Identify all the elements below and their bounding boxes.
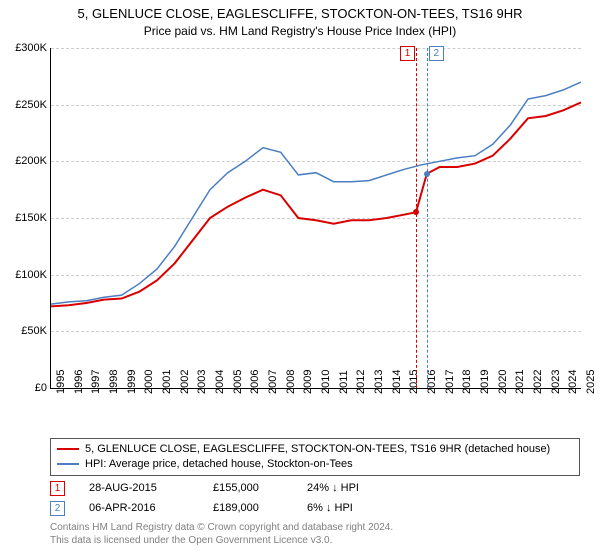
marker-point (424, 171, 430, 177)
x-axis-label: 2010 (320, 370, 332, 394)
x-axis-label: 2004 (214, 370, 226, 394)
series-hpi (51, 82, 581, 304)
event-badge: 1 (50, 481, 65, 496)
x-axis-label: 2000 (143, 370, 155, 394)
legend-item: HPI: Average price, detached house, Stoc… (57, 457, 573, 472)
x-axis-label: 2013 (373, 370, 385, 394)
x-axis-label: 2006 (249, 370, 261, 394)
y-axis-label: £150K (15, 212, 47, 224)
marker-vline (427, 48, 428, 388)
marker-badge: 1 (400, 46, 415, 61)
x-axis-label: 2025 (585, 370, 597, 394)
x-axis-label: 2014 (391, 370, 403, 394)
y-axis-label: £200K (15, 155, 47, 167)
event-price: £189,000 (213, 502, 283, 514)
x-axis-label: 1996 (73, 370, 85, 394)
y-axis-label: £50K (21, 325, 47, 337)
attribution-footer: Contains HM Land Registry data © Crown c… (50, 522, 580, 547)
x-axis-label: 2008 (285, 370, 297, 394)
legend-item: 5, GLENLUCE CLOSE, EAGLESCLIFFE, STOCKTO… (57, 442, 573, 457)
footer-line-2: This data is licensed under the Open Gov… (50, 535, 580, 548)
x-axis-label: 2022 (532, 370, 544, 394)
x-axis-label: 1995 (55, 370, 67, 394)
legend-swatch (57, 463, 79, 465)
x-axis-label: 2021 (514, 370, 526, 394)
legend-label: 5, GLENLUCE CLOSE, EAGLESCLIFFE, STOCKTO… (85, 442, 550, 457)
marker-point (413, 209, 419, 215)
gridline-h (51, 331, 581, 332)
event-badge: 2 (50, 501, 65, 516)
series-property (51, 102, 581, 306)
x-axis-label: 2003 (196, 370, 208, 394)
legend-label: HPI: Average price, detached house, Stoc… (85, 457, 353, 472)
x-axis-label: 2018 (461, 370, 473, 394)
gridline-h (51, 275, 581, 276)
x-axis-label: 2007 (267, 370, 279, 394)
gridline-h (51, 48, 581, 49)
y-axis-label: £0 (35, 382, 47, 394)
x-axis-label: 2012 (355, 370, 367, 394)
x-axis-label: 2001 (161, 370, 173, 394)
marker-vline (416, 48, 417, 388)
events-table: 1 28-AUG-2015 £155,000 24% ↓ HPI 2 06-APR-201… (50, 478, 580, 518)
gridline-h (51, 161, 581, 162)
x-axis-label: 2009 (302, 370, 314, 394)
x-axis-label: 2019 (479, 370, 491, 394)
event-date: 28-AUG-2015 (89, 482, 189, 494)
event-date: 06-APR-2016 (89, 502, 189, 514)
chart-subtitle: Price paid vs. HM Land Registry's House … (0, 23, 600, 38)
chart-area: £0£50K£100K£150K£200K£250K£300K199519961… (50, 48, 580, 388)
x-axis-label: 1999 (126, 370, 138, 394)
y-axis-label: £250K (15, 99, 47, 111)
event-row: 2 06-APR-2016 £189,000 6% ↓ HPI (50, 498, 580, 518)
x-axis-label: 2005 (232, 370, 244, 394)
y-axis-label: £100K (15, 269, 47, 281)
legend: 5, GLENLUCE CLOSE, EAGLESCLIFFE, STOCKTO… (50, 438, 580, 476)
x-axis-label: 1998 (108, 370, 120, 394)
x-axis-label: 2024 (567, 370, 579, 394)
event-diff: 6% ↓ HPI (307, 502, 387, 514)
event-row: 1 28-AUG-2015 £155,000 24% ↓ HPI (50, 478, 580, 498)
event-price: £155,000 (213, 482, 283, 494)
legend-swatch (57, 448, 79, 450)
x-axis-label: 2016 (426, 370, 438, 394)
marker-badge: 2 (429, 46, 444, 61)
x-axis-label: 2020 (497, 370, 509, 394)
x-axis-label: 2017 (444, 370, 456, 394)
event-diff: 24% ↓ HPI (307, 482, 387, 494)
chart-title: 5, GLENLUCE CLOSE, EAGLESCLIFFE, STOCKTO… (0, 0, 600, 23)
plot-region: £0£50K£100K£150K£200K£250K£300K199519961… (50, 48, 581, 389)
gridline-h (51, 105, 581, 106)
x-axis-label: 2011 (338, 370, 350, 394)
chart-container: 5, GLENLUCE CLOSE, EAGLESCLIFFE, STOCKTO… (0, 0, 600, 560)
footer-line-1: Contains HM Land Registry data © Crown c… (50, 522, 580, 535)
y-axis-label: £300K (15, 42, 47, 54)
x-axis-label: 2002 (179, 370, 191, 394)
x-axis-label: 2015 (408, 370, 420, 394)
x-axis-label: 1997 (90, 370, 102, 394)
gridline-h (51, 218, 581, 219)
x-axis-label: 2023 (550, 370, 562, 394)
